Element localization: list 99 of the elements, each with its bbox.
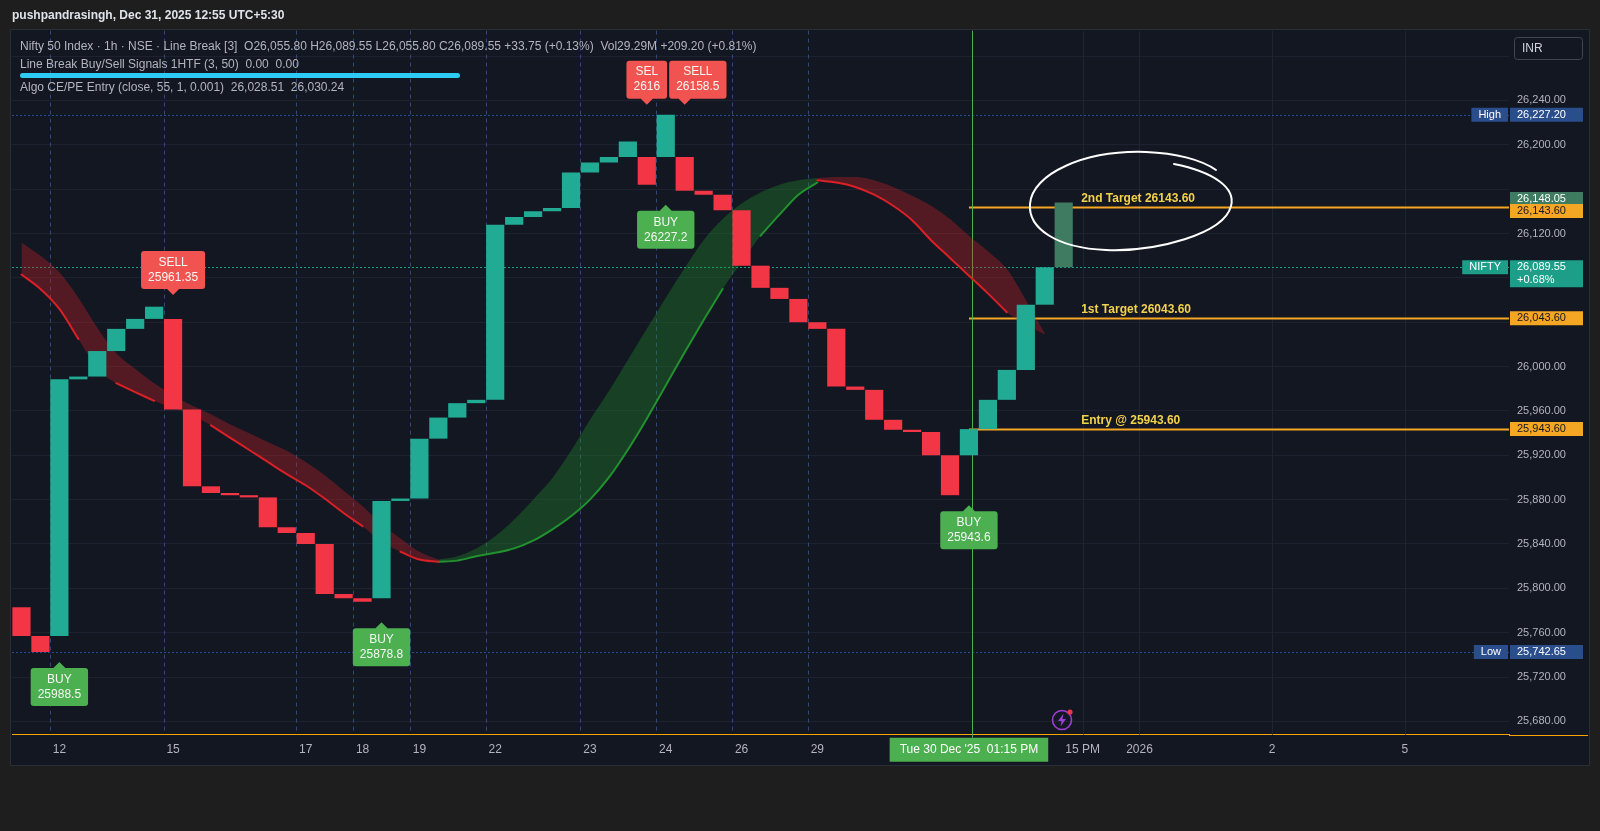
candlestick [429, 417, 448, 439]
candlestick [694, 190, 713, 195]
x-tick-label: 23 [583, 742, 597, 757]
candlestick [277, 527, 296, 533]
y-tick-label: 26,240.00 [1517, 93, 1566, 106]
y-tick-label: 26,143.60 [1517, 203, 1566, 216]
x-tick-label: 26 [734, 742, 749, 757]
candlestick [31, 636, 50, 652]
candlestick [865, 389, 884, 420]
ref-line-label: Entry @ 25943.60 [1081, 413, 1181, 428]
text: Nifty 50 Index · 1h · NSE · Line Break [3] O26,055.80 H26,089.55 L26,055.80 C26,089.55 +33.75 (+0.13%) Vol29.29M +209.20 (+0.81%) [20, 39, 757, 54]
candlestick [107, 328, 126, 352]
candlestick [770, 287, 789, 299]
x-tick-label: 17 [299, 742, 313, 757]
candlestick [505, 216, 524, 225]
x-tick-label: 29 [810, 742, 825, 757]
text: BUY 25878.8 [359, 632, 404, 662]
candlestick [789, 298, 808, 323]
ref-line-label: 2nd Target 26143.60 [1081, 191, 1196, 206]
candlestick [410, 438, 429, 499]
x-tick-label: 12 [52, 742, 67, 757]
y-tick-label: 25,800.00 [1517, 581, 1566, 594]
y-tick-label: 25,943.60 [1517, 422, 1566, 435]
y-tick-label: 26,120.00 [1517, 226, 1566, 239]
y-tick-label: 25,760.00 [1517, 625, 1566, 638]
y-axis-title: INR [1522, 41, 1543, 56]
x-tick-label: 24 [659, 742, 673, 757]
y-tick-label: 25,880.00 [1517, 492, 1566, 505]
candlestick [599, 157, 618, 163]
candlestick [353, 598, 372, 602]
annotation: Algo CE/PE Entry (close, 55, 1, 0.001) 26,028.51 26,030.24 [20, 80, 345, 95]
candlestick [959, 429, 979, 456]
text: SELL 26158.5 [676, 64, 720, 94]
text: BUY 25943.6 [947, 515, 991, 545]
candlestick [978, 399, 997, 430]
text: BUY 26227.2 [644, 214, 688, 244]
candlestick [921, 431, 941, 456]
x-tick-label: Tue 30 Dec '25 01:15 PM [899, 742, 1039, 757]
candlestick [239, 495, 258, 498]
candlestick [1016, 304, 1035, 370]
candlestick [201, 486, 221, 493]
candlestick [884, 419, 903, 430]
candlestick [561, 172, 581, 209]
candlestick [163, 318, 183, 410]
y-tick-label: 25,680.00 [1517, 714, 1566, 727]
candlestick [182, 409, 202, 487]
candlestick [448, 403, 467, 418]
candlestick [486, 224, 505, 400]
text: SEL 2616 [633, 64, 661, 94]
candlestick [713, 194, 732, 211]
candlestick [372, 500, 391, 599]
candlestick [827, 328, 846, 387]
candlestick [50, 379, 69, 637]
candlestick [1054, 202, 1073, 268]
ref-line-label: 1st Target 26043.60 [1081, 302, 1192, 317]
candlestick [732, 210, 751, 266]
candlestick [656, 114, 675, 158]
y-tick-label: 26,043.60 [1517, 311, 1566, 324]
text: NIFTY 26,089.55 +0.68% [1469, 260, 1566, 286]
chart-title: pushpandrasingh, Dec 31, 2025 12:55 UTC+5:30 [12, 8, 285, 23]
y-tick-label: 26,000.00 [1517, 359, 1566, 372]
candlestick [637, 157, 656, 185]
candlestick [524, 211, 543, 217]
x-tick-label: 19 [412, 742, 427, 757]
text: High 26,227.20 [1478, 107, 1566, 120]
candlestick [618, 141, 637, 158]
x-tick-label: 2 [1268, 742, 1276, 757]
candlestick [1035, 267, 1054, 305]
y-tick-label: 25,720.00 [1517, 670, 1566, 683]
x-tick-label: 5 [1401, 742, 1409, 757]
candlestick [258, 497, 277, 528]
candlestick [12, 607, 31, 637]
candlestick [940, 455, 960, 496]
text: Low 25,742.65 [1480, 644, 1566, 657]
y-tick-label: 25,920.00 [1517, 448, 1566, 461]
y-tick-label: 25,960.00 [1517, 403, 1566, 416]
candlestick [580, 162, 600, 173]
candlestick [296, 532, 315, 544]
x-tick-label: 18 [355, 742, 370, 757]
text: BUY 25988.5 [37, 671, 82, 701]
candlestick [145, 306, 164, 319]
annotation: Line Break Buy/Sell Signals 1HTF (3, 50) 0.00 0.00 [20, 57, 300, 72]
candlestick [675, 157, 694, 191]
candlestick [88, 351, 107, 377]
candlestick [751, 265, 770, 288]
x-tick-label: 22 [488, 742, 503, 757]
candlestick [126, 318, 145, 329]
candlestick [997, 369, 1016, 400]
text: SELL 25961.35 [148, 254, 199, 284]
candlestick [220, 492, 240, 496]
y-tick-label: 25,840.00 [1517, 537, 1566, 550]
x-tick-label: 15 PM [1065, 742, 1100, 757]
y-tick-label: 26,200.00 [1517, 137, 1566, 150]
x-tick-label: 2026 [1126, 742, 1154, 757]
y-tick-label: 26,148.05 [1517, 191, 1566, 204]
candlestick [315, 543, 334, 594]
candlestick [903, 429, 922, 432]
candlestick [808, 322, 827, 329]
x-tick-label: 15 [166, 742, 181, 757]
